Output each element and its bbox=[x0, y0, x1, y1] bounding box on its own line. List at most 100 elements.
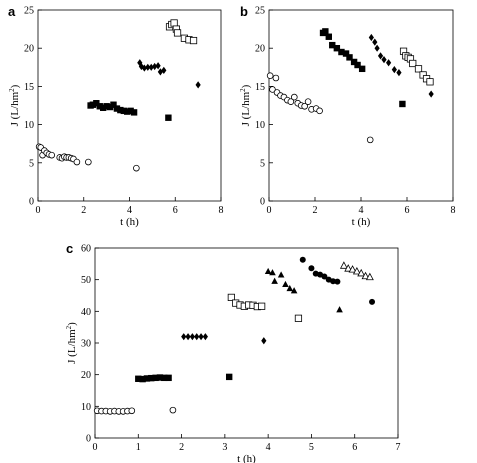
data-point bbox=[161, 374, 168, 382]
data-point bbox=[330, 278, 337, 285]
data-point bbox=[414, 65, 423, 73]
x-tick-label: 2 bbox=[313, 205, 318, 216]
data-point bbox=[322, 28, 329, 35]
x-tick-label: 5 bbox=[309, 442, 314, 453]
data-point bbox=[287, 98, 295, 105]
data-point bbox=[339, 261, 348, 269]
x-tick-label: 0 bbox=[93, 442, 98, 453]
y-tick-label: 50 bbox=[81, 275, 91, 286]
data-point bbox=[386, 59, 392, 67]
data-point bbox=[290, 93, 298, 101]
panel-letter: c bbox=[66, 241, 73, 256]
series-filled-square bbox=[135, 373, 233, 383]
x-axis-label: t (h) bbox=[352, 216, 371, 228]
data-point bbox=[366, 136, 374, 144]
y-tick-label: 0 bbox=[86, 434, 91, 445]
data-point bbox=[113, 105, 121, 112]
series-filled-diamond bbox=[181, 333, 267, 345]
data-point bbox=[277, 271, 285, 278]
data-point bbox=[426, 78, 434, 86]
data-point bbox=[135, 375, 142, 382]
data-point bbox=[271, 277, 278, 284]
y-tick-label: 0 bbox=[260, 197, 265, 208]
data-point bbox=[185, 333, 191, 341]
data-point bbox=[286, 284, 294, 292]
y-tick-label: 20 bbox=[255, 44, 265, 55]
data-point bbox=[161, 66, 167, 74]
data-point bbox=[350, 58, 358, 66]
data-point bbox=[428, 90, 434, 98]
data-point bbox=[120, 107, 127, 115]
data-point bbox=[301, 102, 308, 110]
data-point bbox=[156, 374, 164, 381]
data-point bbox=[329, 41, 336, 49]
y-tick-label: 5 bbox=[260, 158, 265, 169]
x-tick-label: 1 bbox=[136, 442, 141, 453]
x-tick-label: 0 bbox=[267, 205, 272, 216]
y-axis-label: J (L/hm2) bbox=[65, 322, 78, 364]
x-tick-label: 4 bbox=[359, 205, 364, 216]
series-open-triangle bbox=[339, 261, 374, 281]
series-open-circle bbox=[266, 72, 374, 144]
data-point bbox=[361, 271, 370, 280]
data-point bbox=[399, 100, 406, 108]
data-point bbox=[117, 106, 124, 114]
data-point bbox=[227, 293, 235, 302]
y-axis-label: J (L/hm2) bbox=[239, 84, 252, 126]
series-open-square bbox=[227, 293, 303, 322]
data-point bbox=[124, 108, 131, 115]
data-point bbox=[348, 265, 357, 273]
data-point bbox=[165, 114, 172, 121]
series-filled-square bbox=[319, 28, 406, 108]
data-point bbox=[128, 407, 136, 415]
x-tick-label: 6 bbox=[405, 205, 410, 216]
data-point bbox=[338, 48, 345, 56]
data-point bbox=[342, 50, 350, 57]
data-point bbox=[73, 158, 81, 166]
series-filled-triangle bbox=[264, 267, 343, 313]
data-point bbox=[316, 107, 323, 115]
panel-letter: b bbox=[240, 4, 248, 19]
x-tick-label: 7 bbox=[396, 442, 401, 453]
data-point bbox=[48, 151, 56, 159]
y-tick-label: 10 bbox=[24, 120, 34, 131]
series-open-square bbox=[165, 19, 198, 45]
data-point bbox=[325, 33, 332, 40]
series-filled-diamond bbox=[368, 33, 434, 98]
data-point bbox=[346, 54, 353, 61]
data-point bbox=[106, 103, 114, 111]
data-point bbox=[133, 164, 140, 172]
y-tick-label: 15 bbox=[255, 82, 265, 93]
data-point bbox=[409, 59, 417, 68]
data-point bbox=[198, 333, 204, 341]
panel-a: 0 2 4 6 8 0 5 10 15 20 25 t (h) J (L/hm2) a bbox=[8, 4, 224, 228]
data-point bbox=[369, 298, 376, 305]
data-point bbox=[377, 52, 384, 60]
data-point bbox=[202, 333, 208, 341]
data-point bbox=[352, 266, 361, 275]
data-point bbox=[143, 375, 151, 382]
y-tick-label: 0 bbox=[29, 197, 34, 208]
data-point bbox=[333, 45, 341, 52]
data-point bbox=[169, 406, 177, 414]
data-point bbox=[165, 374, 172, 382]
x-tick-label: 4 bbox=[266, 442, 271, 453]
series-filled-diamond bbox=[137, 59, 201, 89]
y-tick-label: 5 bbox=[29, 158, 34, 169]
y-tick-label: 10 bbox=[81, 402, 91, 413]
data-point bbox=[155, 62, 161, 70]
data-point bbox=[225, 373, 233, 381]
data-point bbox=[365, 272, 374, 281]
data-point bbox=[357, 268, 366, 277]
data-point bbox=[141, 64, 147, 72]
data-point bbox=[85, 158, 92, 166]
data-point bbox=[299, 256, 306, 263]
data-point bbox=[396, 69, 402, 77]
data-point bbox=[269, 86, 276, 93]
data-point bbox=[334, 278, 341, 285]
data-point bbox=[139, 375, 146, 383]
data-point bbox=[127, 107, 134, 115]
series-filled-circle bbox=[299, 256, 376, 305]
data-point bbox=[266, 72, 274, 80]
